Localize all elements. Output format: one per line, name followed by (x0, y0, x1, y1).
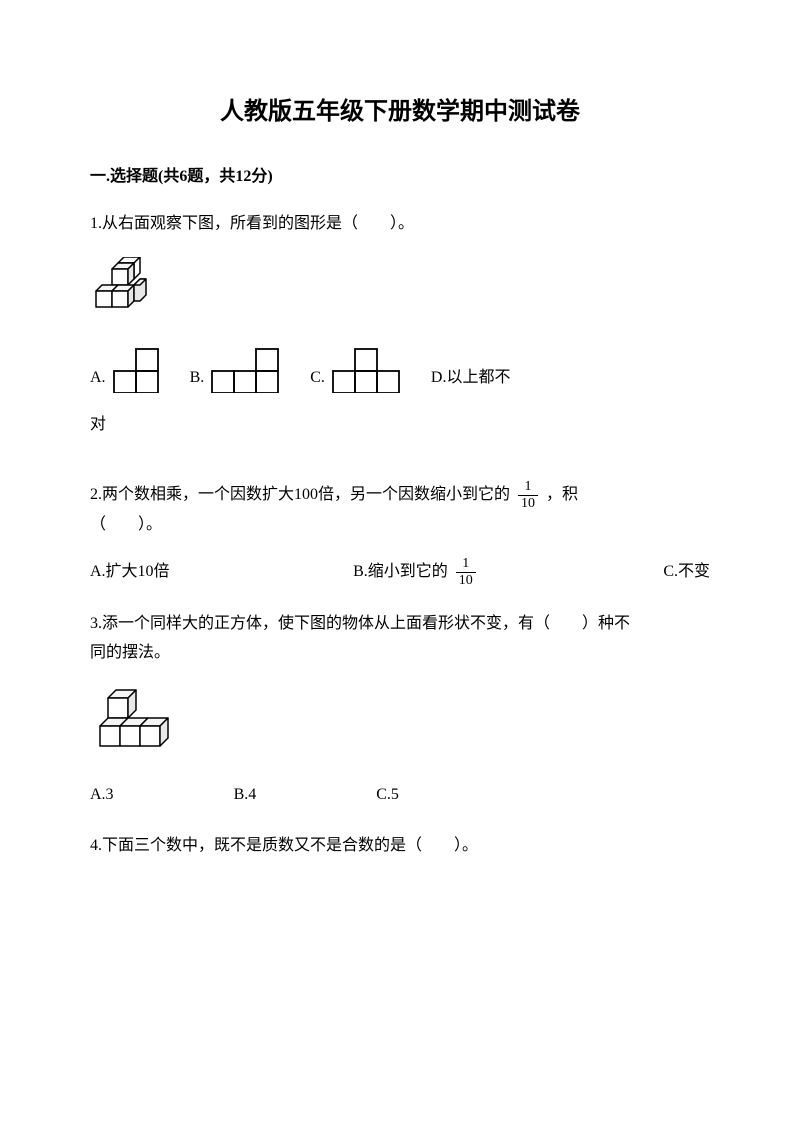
q1-text: 1.从右面观察下图，所看到的图形是（ ）。 (90, 210, 710, 239)
q3-option-c[interactable]: C.5 (376, 781, 399, 810)
opt-label: B. (190, 364, 205, 393)
opt-label: A. (90, 364, 106, 393)
q3-option-b[interactable]: B.4 (234, 781, 257, 810)
q1-option-c[interactable]: C. (310, 347, 401, 393)
fraction-1-10: 1 10 (518, 480, 538, 511)
q2-option-a[interactable]: A.扩大10倍 (90, 558, 170, 587)
section-header: 一.选择题(共6题，共12分) (90, 163, 710, 192)
question-1: 1.从右面观察下图，所看到的图形是（ ）。 (90, 210, 710, 440)
q1-options: A. B. C. (90, 347, 710, 393)
q3-options: A.3 B.4 C.5 (90, 781, 710, 810)
q4-text: 4.下面三个数中，既不是质数又不是合数的是（ ）。 (90, 832, 710, 861)
opt-label: C. (310, 364, 325, 393)
opt-label: D.以上都不 (431, 364, 511, 393)
question-2: 2.两个数相乘，一个因数扩大100倍，另一个因数缩小到它的 1 10 ，积 （ … (90, 480, 710, 589)
q2-text-a: 2.两个数相乘，一个因数扩大100倍，另一个因数缩小到它的 (90, 486, 510, 503)
q2-text-c: （ ）。 (90, 516, 162, 533)
q2-text: 2.两个数相乘，一个因数扩大100倍，另一个因数缩小到它的 1 10 ，积 （ … (90, 480, 710, 540)
q1-optd-cont: 对 (90, 411, 710, 440)
q1-option-a[interactable]: A. (90, 347, 160, 393)
q1-option-d[interactable]: D.以上都不 (431, 364, 511, 393)
q3-figure (90, 686, 710, 756)
q1-figure (90, 257, 710, 322)
q2-options: A.扩大10倍 B.缩小到它的 1 10 C.不变 (90, 557, 710, 588)
q2-option-b[interactable]: B.缩小到它的 1 10 (353, 557, 480, 588)
q2-option-c[interactable]: C.不变 (663, 558, 710, 587)
fraction-1-10: 1 10 (456, 557, 476, 588)
q3-option-a[interactable]: A.3 (90, 781, 114, 810)
q2-text-b: ，积 (546, 486, 578, 503)
page-title: 人教版五年级下册数学期中测试卷 (90, 90, 710, 133)
question-4: 4.下面三个数中，既不是质数又不是合数的是（ ）。 (90, 832, 710, 861)
q3-text: 3.添一个同样大的正方体，使下图的物体从上面看形状不变，有（ ）种不 同的摆法。 (90, 610, 710, 668)
question-3: 3.添一个同样大的正方体，使下图的物体从上面看形状不变，有（ ）种不 同的摆法。 (90, 610, 710, 809)
q1-option-b[interactable]: B. (190, 347, 281, 393)
